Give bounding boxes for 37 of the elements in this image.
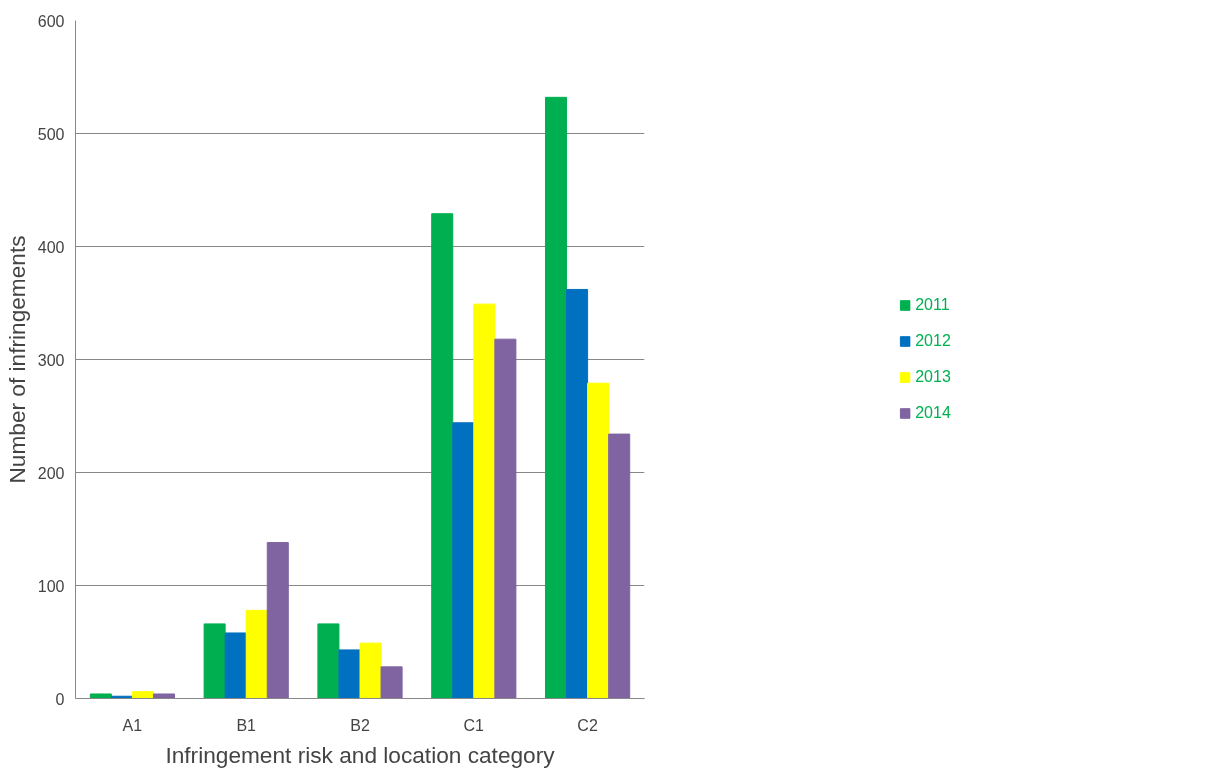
x-axis-title: Infringement risk and location category	[165, 741, 556, 768]
bar	[359, 642, 382, 699]
legend-label: 2012	[915, 332, 951, 350]
y-tick-label: 600	[37, 12, 65, 30]
bar	[338, 649, 361, 699]
x-tick-label: B2	[350, 716, 370, 734]
x-tick-label: C1	[463, 716, 485, 734]
x-tick-label: B1	[236, 716, 257, 734]
y-tick-label: 500	[37, 125, 65, 143]
bar	[203, 623, 226, 699]
legend-label: 2013	[915, 368, 951, 386]
bar	[317, 623, 340, 699]
y-tick-label: 0	[55, 690, 65, 708]
bar	[473, 303, 496, 699]
bar	[544, 96, 568, 699]
bar	[452, 422, 475, 699]
bar	[266, 542, 289, 699]
y-tick-label: 200	[37, 464, 65, 482]
bar	[245, 609, 268, 699]
y-tick-label: 300	[37, 351, 65, 369]
y-axis-title: Number of infringements	[3, 235, 30, 484]
bar	[89, 693, 112, 699]
bar	[152, 693, 176, 699]
y-tick-label: 400	[37, 238, 65, 256]
y-tick-label: 100	[37, 577, 65, 595]
bar	[566, 288, 589, 699]
bar	[131, 691, 154, 699]
legend-label: 2011	[915, 296, 950, 314]
bar	[224, 632, 247, 699]
bar	[608, 433, 631, 699]
bar	[587, 382, 610, 699]
x-tick-label: C2	[577, 716, 598, 734]
bar	[380, 666, 403, 699]
bar	[431, 213, 454, 699]
x-tick-label: A1	[122, 716, 143, 734]
legend-label: 2014	[915, 404, 951, 422]
bar	[494, 338, 517, 699]
